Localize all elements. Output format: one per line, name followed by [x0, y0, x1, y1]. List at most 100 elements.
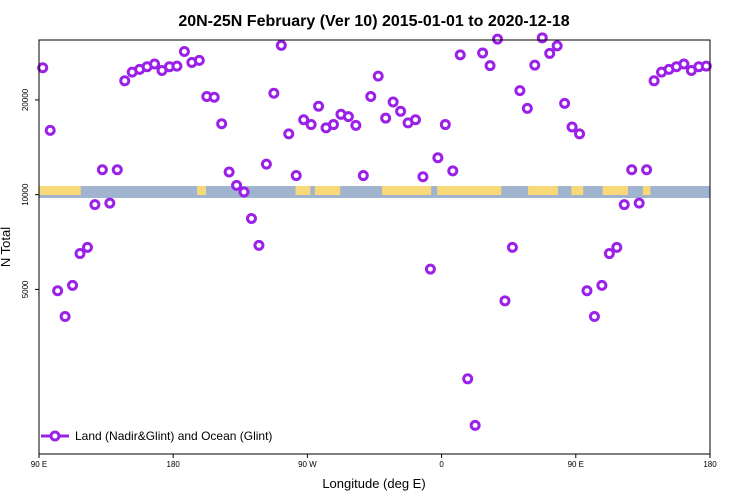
land-band-segment [381, 186, 432, 195]
data-point [633, 197, 645, 209]
data-point [119, 75, 131, 87]
data-point [484, 60, 496, 72]
data-point [603, 248, 615, 260]
data-point [432, 152, 444, 164]
data-point [208, 91, 220, 103]
data-point [641, 164, 653, 176]
land-band-segment [602, 186, 628, 195]
data-point [44, 124, 56, 136]
data-point [305, 119, 317, 131]
data-point [245, 212, 257, 224]
data-point [648, 75, 660, 87]
data-point [424, 263, 436, 275]
data-point [678, 58, 690, 70]
data-point [96, 164, 108, 176]
data-point [193, 54, 205, 66]
data-point [462, 373, 474, 385]
axis-ticks: 90 E 180 90 W 0 90 E 180 5000 10000 20000 [21, 88, 717, 469]
legend-marker [49, 430, 61, 442]
land-band-segment [528, 186, 558, 195]
data-point [417, 171, 429, 183]
data-point [469, 419, 481, 431]
data-point [439, 119, 451, 131]
data-point [238, 186, 250, 198]
data-point [74, 248, 86, 260]
data-point [387, 96, 399, 108]
data-point [395, 105, 407, 117]
land-band-segment [437, 186, 502, 195]
data-points [37, 32, 712, 431]
x-axis-label: Longitude (deg E) [322, 476, 425, 491]
data-point [298, 114, 310, 126]
plot-frame [38, 39, 711, 455]
data-point [178, 45, 190, 57]
data-point [357, 170, 369, 182]
data-point [372, 70, 384, 82]
data-point [171, 60, 183, 72]
data-point [618, 199, 630, 211]
legend-label: Land (Nadir&Glint) and Ocean (Glint) [75, 429, 272, 443]
data-point [544, 47, 556, 59]
data-point [596, 279, 608, 291]
data-point [521, 102, 533, 114]
data-point [260, 158, 272, 170]
data-point [253, 239, 265, 251]
data-point [447, 165, 459, 177]
data-point [52, 285, 64, 297]
chart-title: 20N-25N February (Ver 10) 2015-01-01 to … [178, 13, 569, 30]
data-point [611, 241, 623, 253]
y-axis-label: N Total [0, 227, 13, 267]
data-point [454, 49, 466, 61]
data-point [365, 91, 377, 103]
data-point [268, 87, 280, 99]
data-point [81, 241, 93, 253]
data-point [89, 199, 101, 211]
data-point [477, 47, 489, 59]
data-point [67, 279, 79, 291]
x-tick-label: 180 [703, 460, 717, 469]
data-point [626, 164, 638, 176]
data-point [313, 100, 325, 112]
data-point [104, 197, 116, 209]
data-point [700, 60, 712, 72]
x-tick-label: 180 [167, 460, 181, 469]
data-point [327, 119, 339, 131]
data-point [499, 295, 511, 307]
data-point [551, 40, 563, 52]
data-point [59, 311, 71, 323]
data-point [559, 97, 571, 109]
land-band-segment [314, 186, 341, 195]
x-tick-label: 0 [439, 460, 444, 469]
data-point [283, 128, 295, 140]
y-tick-label: 10000 [21, 183, 30, 206]
land-band-segment [571, 186, 584, 195]
y-tick-label: 5000 [21, 280, 30, 298]
data-point [574, 128, 586, 140]
data-point [566, 121, 578, 133]
data-point [275, 39, 287, 51]
legend: Land (Nadir&Glint) and Ocean (Glint) [41, 429, 272, 443]
x-tick-label: 90 E [568, 460, 584, 469]
land-band-segment [39, 186, 81, 195]
land-ocean-band [39, 186, 710, 198]
data-point [350, 119, 362, 131]
data-point [514, 85, 526, 97]
x-tick-label: 90 E [31, 460, 47, 469]
data-point [342, 111, 354, 123]
data-point [492, 33, 504, 45]
data-point [410, 114, 422, 126]
land-band-segment [197, 186, 207, 195]
data-point [588, 311, 600, 323]
data-point [231, 179, 243, 191]
data-point [529, 59, 541, 71]
data-point [380, 112, 392, 124]
data-point [111, 164, 123, 176]
data-point [581, 285, 593, 297]
land-band-segment [642, 186, 651, 195]
data-point [37, 62, 49, 74]
y-tick-label: 20000 [21, 88, 30, 111]
land-band-segment [295, 186, 311, 195]
data-point [223, 166, 235, 178]
x-tick-label: 90 W [298, 460, 317, 469]
